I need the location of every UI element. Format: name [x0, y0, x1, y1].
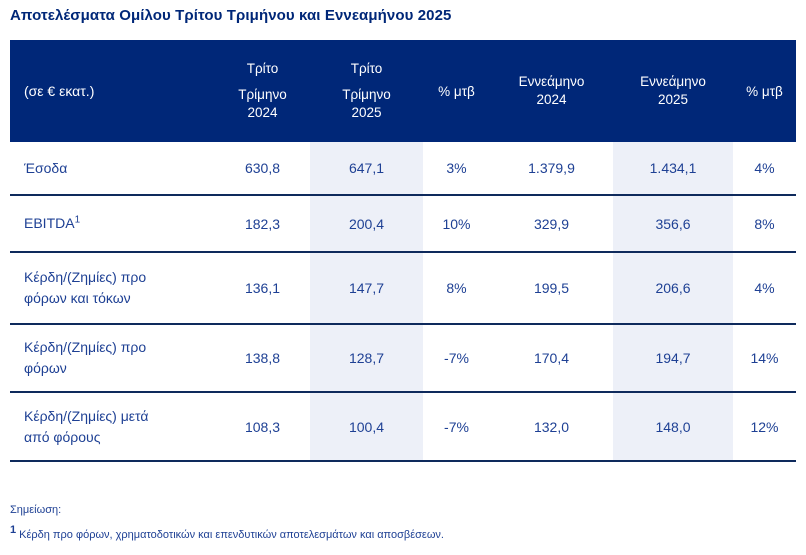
cell-q3-2025: 200,4 [310, 195, 423, 253]
cell-q3-2024: 630,8 [215, 142, 310, 196]
footnote-text: Κέρδη προ φόρων, χρηματοδοτικών και επεν… [19, 529, 444, 541]
row-label-text: Κέρδη/(Ζημίες) μετά από φόρους [24, 407, 149, 445]
header-line: 2024 [536, 92, 567, 107]
cell-change-9m: 12% [733, 392, 796, 462]
cell-9m-2025: 148,0 [613, 392, 733, 462]
cell-9m-2024: 199,5 [490, 252, 613, 325]
cell-change-9m: 8% [733, 195, 796, 253]
table-row-pretax-profit: Κέρδη/(Ζημίες) προ φόρων 138,8 128,7 -7%… [10, 324, 796, 393]
cell-q3-2024: 138,8 [215, 324, 310, 393]
cell-9m-2025: 356,6 [613, 195, 733, 253]
cell-9m-2025: 206,6 [613, 252, 733, 325]
cell-change-quarter: 3% [423, 142, 490, 196]
row-label-sup: 1 [74, 214, 81, 226]
table-row-revenue: Έσοδα 630,8 647,1 3% 1.379,9 1.434,1 4% [10, 142, 796, 196]
cell-9m-2025: 194,7 [613, 324, 733, 393]
header-line: Τρίτο [350, 60, 383, 76]
header-line: Τρίμηνο [342, 86, 391, 102]
row-label-cell: Κέρδη/(Ζημίες) μετά από φόρους [10, 392, 215, 462]
page-title: Αποτελέσματα Ομίλου Τρίτου Τριμήνου και … [10, 7, 452, 24]
row-label-cell: EBITDA1 [10, 195, 215, 253]
table-row-ebit: Κέρδη/(Ζημίες) προ φόρων και τόκων 136,1… [10, 252, 796, 325]
row-label: EBITDA1 [24, 213, 80, 234]
row-label-text: Έσοδα [24, 159, 68, 176]
header-line: 2024 [247, 105, 278, 121]
col-header-q3-2024: Τρίτο Τρίμηνο 2024 [215, 40, 310, 142]
cell-change-quarter: 10% [423, 195, 490, 253]
cell-q3-2025: 647,1 [310, 142, 423, 196]
cell-change-9m: 4% [733, 142, 796, 196]
cell-q3-2024: 136,1 [215, 252, 310, 325]
cell-9m-2024: 170,4 [490, 324, 613, 393]
table-row-net-profit: Κέρδη/(Ζημίες) μετά από φόρους 108,3 100… [10, 392, 796, 462]
notes-heading: Σημείωση: [10, 504, 62, 516]
footnote-1: 1 Κέρδη προ φόρων, χρηματοδοτικών και επε… [10, 525, 796, 541]
row-label-text: Κέρδη/(Ζημίες) προ φόρων [24, 339, 147, 376]
row-label: Κέρδη/(Ζημίες) προ φόρων [24, 337, 174, 379]
header-line: 2025 [351, 105, 382, 121]
cell-q3-2025: 147,7 [310, 252, 423, 325]
cell-change-9m: 4% [733, 252, 796, 325]
table-row-ebitda: EBITDA1 182,3 200,4 10% 329,9 356,6 8% [10, 195, 796, 253]
header-row: (σε € εκατ.) Τρίτο Τρίμηνο 2024 Τρίτο Τρ… [10, 40, 796, 142]
cell-change-quarter: 8% [423, 252, 490, 325]
notes-section: Σημείωση: 1 Κέρδη προ φόρων, χρηματοδοτικ… [10, 504, 796, 541]
cell-9m-2024: 329,9 [490, 195, 613, 253]
col-header-q3-2025: Τρίτο Τρίμηνο 2025 [310, 40, 423, 142]
header-line: 2025 [657, 92, 689, 107]
cell-change-quarter: -7% [423, 324, 490, 393]
cell-9m-2024: 1.379,9 [490, 142, 613, 196]
footnote-sup: 1 [10, 524, 17, 537]
row-label: Κέρδη/(Ζημίες) μετά από φόρους [24, 406, 174, 448]
header-line: Εννεάμηνο [518, 73, 585, 89]
cell-q3-2024: 108,3 [215, 392, 310, 462]
col-header-9m-2025: Εννεάμηνο 2025 [613, 40, 733, 142]
col-header-change-quarter: % μτβ [423, 40, 490, 142]
row-label: Κέρδη/(Ζημίες) προ φόρων και τόκων [24, 267, 174, 309]
page: Αποτελέσματα Ομίλου Τρίτου Τριμήνου και … [10, 7, 796, 541]
row-label-cell: Κέρδη/(Ζημίες) προ φόρων και τόκων [10, 252, 215, 325]
header-line: Εννεάμηνο [640, 73, 706, 89]
row-label: Έσοδα [24, 158, 67, 179]
row-label-text: Κέρδη/(Ζημίες) προ φόρων και τόκων [24, 269, 147, 306]
row-label-text: EBITDA [24, 215, 75, 231]
cell-q3-2025: 128,7 [310, 324, 423, 393]
header-line: Τρίμηνο [238, 86, 287, 102]
cell-change-9m: 14% [733, 324, 796, 393]
col-header-units: (σε € εκατ.) [10, 40, 215, 142]
cell-9m-2024: 132,0 [490, 392, 613, 462]
cell-9m-2025: 1.434,1 [613, 142, 733, 196]
results-table: (σε € εκατ.) Τρίτο Τρίμηνο 2024 Τρίτο Τρ… [10, 40, 796, 462]
col-header-9m-2024: Εννεάμηνο 2024 [490, 40, 613, 142]
units-label: (σε € εκατ.) [24, 83, 95, 99]
cell-change-quarter: -7% [423, 392, 490, 462]
cell-q3-2024: 182,3 [215, 195, 310, 253]
col-header-change-9m: % μτβ [733, 40, 796, 142]
header-line: Τρίτο [246, 60, 279, 76]
row-label-cell: Κέρδη/(Ζημίες) προ φόρων [10, 324, 215, 393]
row-label-cell: Έσοδα [10, 142, 215, 196]
cell-q3-2025: 100,4 [310, 392, 423, 462]
